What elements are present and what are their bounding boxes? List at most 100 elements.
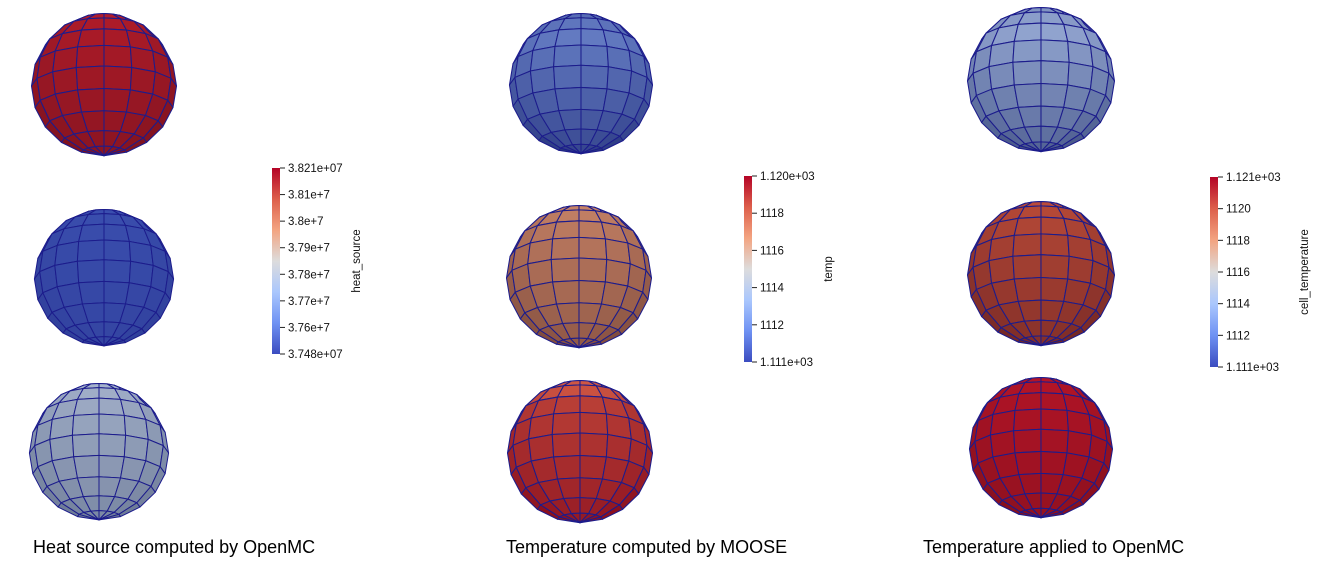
colorbar-heat-source: 3.821e+07 3.81e+7 3.8e+7 3.79e+7 3.78e+7 3.77… [262,160,372,375]
sphere-facet [54,260,80,288]
sphere-facet [49,434,75,462]
colorbar-gradient [744,176,752,362]
colorbar-svg: 3.821e+07 3.81e+7 3.8e+7 3.79e+7 3.78e+7 3.77… [272,163,363,361]
colorbar-svg: 1.121e+03 1120 1118 1116 1114 1112 1.111e+03 ce… [1210,172,1311,374]
sphere-facet [103,239,132,262]
sphere-moose-bottom [506,379,654,532]
colorbar-gradient [272,168,280,354]
sphere-facet [1013,216,1042,236]
sphere-mesh [508,12,654,155]
sphere-facet [103,259,132,284]
colorbar-tick-label: 1114 [760,283,784,295]
sphere-facet [1040,145,1065,153]
sphere-mesh [30,13,178,157]
sphere-facet [1040,408,1069,432]
sphere-facet [1012,39,1042,63]
sphere-facet [579,411,609,436]
colorbar-tick-label: 1118 [1226,235,1250,247]
sphere-facet [1040,82,1069,108]
sphere-facet [605,433,632,462]
sphere-facet [580,86,608,112]
sphere-facet [78,223,105,242]
sphere-facet [580,44,609,68]
sphere-facet [98,513,121,521]
colorbar-tick-label: 1.120e+03 [760,171,815,183]
sphere-facet [73,397,100,416]
colorbar-tick-label: 1.111e+03 [760,357,813,369]
sphere-facet [103,339,126,347]
sphere-facet [989,430,1016,458]
sphere-facet [551,411,581,436]
sphere-facet [1040,254,1070,280]
sphere-openmc-top [966,6,1116,161]
sphere-facet [553,44,582,68]
colorbar-tick-label: 3.81e+7 [288,190,330,202]
sphere-facet [123,434,149,462]
sphere-facet [552,279,580,305]
colorbar-tick-label: 3.77e+7 [288,296,330,308]
sphere-facet [1040,39,1070,63]
sphere-heat-source-bottom [28,382,170,529]
sphere-facet [528,433,555,462]
sphere-facet [1040,511,1064,519]
sphere-facet [1012,254,1042,280]
sphere-heat-source-top [30,12,178,165]
sphere-facet [529,66,556,94]
sphere-facet [1040,276,1069,302]
colorbar-tick-label: 3.78e+7 [288,269,330,281]
caption-temperature-moose: Temperature computed by MOOSE [506,537,788,557]
sphere-facet [550,236,580,261]
colorbar-tick-label: 1.121e+03 [1226,172,1281,184]
sphere-facet [1040,428,1069,454]
sphere-facet [988,61,1015,90]
colorbar-tick-label: 1112 [1226,330,1250,342]
sphere-facet [1013,428,1042,454]
sphere-facet [1014,392,1042,411]
sphere-facet [578,279,606,305]
sphere-facet [578,341,602,349]
sphere-facet [103,44,133,69]
sphere-facet [1013,276,1042,302]
colorbar-tick-label: 1120 [1226,204,1251,216]
sphere-facet [578,236,608,261]
sphere-mesh [33,208,175,347]
sphere-facet [1013,82,1042,108]
colorbar-tick-label: 3.748e+07 [288,349,343,361]
colorbar-svg: 1.120e+03 1118 1116 1114 1112 1.111e+03 temp [744,171,835,369]
sphere-facet [1012,60,1042,86]
sphere-mesh [966,201,1116,347]
sphere-facet [604,258,631,287]
sphere-facet [98,413,127,436]
colorbar-cell-temperature: 1.121e+03 1120 1118 1116 1114 1112 1.111e+03 ce… [1200,168,1320,388]
colorbar-title: temp [823,256,835,282]
sphere-facet [129,66,156,95]
colorbar-tick-label: 1118 [760,208,784,220]
sphere-facet [553,64,582,90]
sphere-facet [71,433,100,458]
sphere-facet [554,28,582,47]
sphere-facet [580,64,609,90]
sphere-heat-source-middle [33,208,175,355]
colorbar-tick-label: 3.79e+7 [288,243,330,255]
sphere-facet [1040,339,1065,347]
sphere-facet [128,260,154,288]
sphere-mesh [505,205,653,349]
sphere-facet [988,255,1015,284]
sphere-facet [75,65,105,91]
colorbar-temp: 1.120e+03 1118 1116 1114 1112 1.111e+03 temp [734,168,844,383]
sphere-facet [580,147,604,155]
sphere-facet [550,257,580,283]
sphere-facet [1040,233,1070,257]
sphere-facet [606,66,633,94]
colorbar-gradient [1210,177,1218,367]
sphere-mesh [28,382,170,521]
sphere-facet [98,454,125,479]
colorbar-tick-label: 3.76e+7 [288,322,330,334]
sphere-facet [1066,430,1093,458]
sphere-facet [579,516,603,524]
colorbar-tick-label: 1114 [1226,299,1250,311]
sphere-mesh [506,380,654,524]
colorbar-tick-label: 1116 [1226,267,1250,279]
sphere-facet [103,280,130,305]
